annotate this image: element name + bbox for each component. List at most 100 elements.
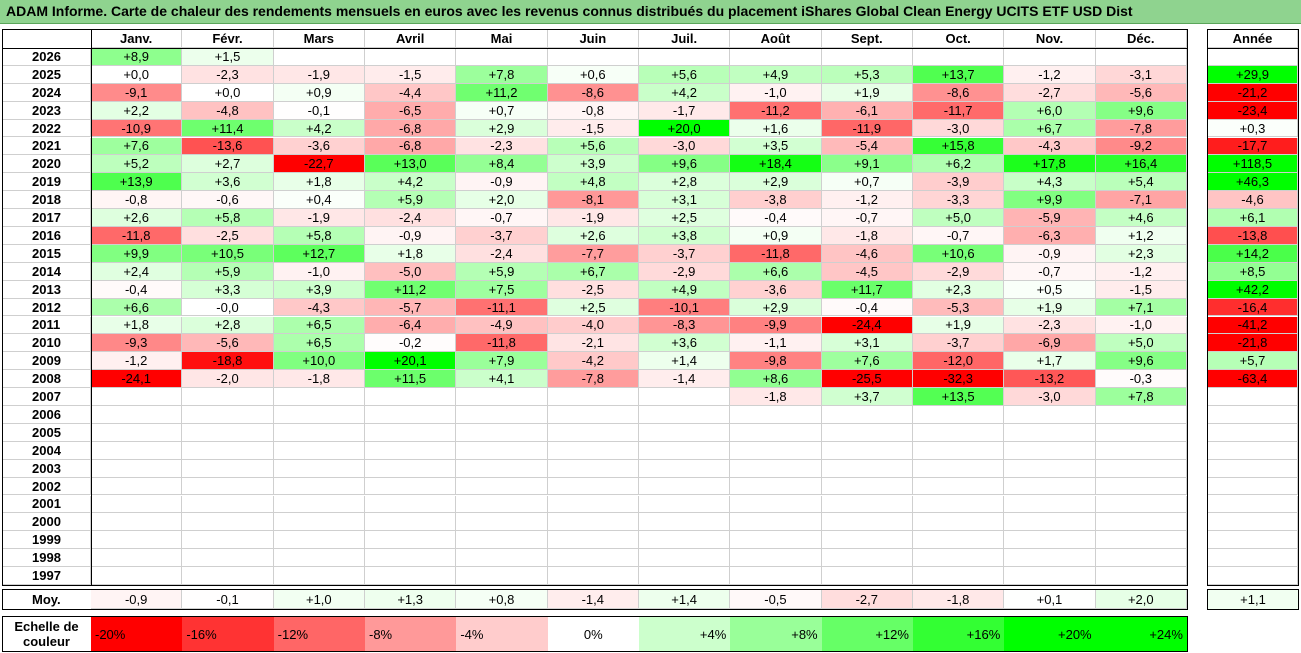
heatmap-cell: +5,8 [273, 227, 365, 245]
heatmap-cell [182, 495, 274, 514]
month-header: Mai [456, 30, 548, 48]
heatmap-cell: +4,2 [638, 83, 731, 102]
heatmap-cell [456, 48, 548, 66]
heatmap-cell: +0,9 [273, 83, 365, 102]
heatmap-cell [638, 549, 731, 568]
heatmap-cell: +0,5 [1004, 280, 1096, 299]
heatmap-cell: +5,0 [1095, 334, 1187, 353]
heatmap-cell: -1,7 [638, 101, 731, 120]
year-label: 2022 [2, 119, 91, 138]
heatmap-cell: +2,9 [730, 173, 822, 192]
heatmap-cell [730, 531, 822, 550]
heatmap-cell: +5,9 [182, 262, 274, 281]
heatmap-cell [638, 495, 731, 514]
heatmap-cell [1095, 459, 1187, 478]
heatmap-cell [182, 388, 274, 406]
heatmap-cell [91, 406, 183, 424]
heatmap-cell: +13,0 [364, 155, 457, 174]
heatmap-cell [912, 513, 1005, 532]
heatmap-cell [91, 441, 183, 460]
heatmap-cell: -2,3 [182, 65, 274, 84]
annual-cell: -21,8 [1208, 334, 1298, 353]
heatmap-cell: -0,9 [1004, 244, 1096, 263]
heatmap-cell: +1,9 [821, 83, 913, 102]
heatmap-cell [456, 567, 548, 585]
heatmap-cell [1004, 459, 1096, 478]
heatmap-cell: -0,7 [1004, 262, 1096, 281]
year-label: 1999 [2, 531, 91, 550]
heatmap-cell: +7,6 [91, 137, 183, 156]
heatmap-cell: +0,6 [547, 65, 639, 84]
heatmap-cell: -5,6 [182, 334, 274, 353]
heatmap-cell: +6,5 [273, 334, 365, 353]
annual-cell [1208, 549, 1298, 568]
heatmap-cell [1004, 477, 1096, 496]
heatmap-cell: -12,0 [912, 352, 1005, 371]
heatmap-cell [364, 406, 457, 424]
heatmap-cell: +20,1 [364, 352, 457, 371]
year-label: 2010 [2, 334, 91, 353]
year-label: 2007 [2, 388, 91, 406]
heatmap-cell [730, 549, 822, 568]
heatmap-cell [1095, 48, 1187, 66]
heatmap-cell: +1,9 [1004, 298, 1096, 317]
heatmap-cell [730, 513, 822, 532]
heatmap-cell [547, 549, 639, 568]
heatmap-cell: +1,8 [364, 244, 457, 263]
heatmap-cell: +8,4 [456, 155, 548, 174]
heatmap-cell: -11,2 [730, 101, 822, 120]
heatmap-cell: -3,1 [1095, 65, 1187, 84]
month-header: Juin [547, 30, 639, 48]
heatmap-cell: +2,0 [456, 191, 548, 210]
heatmap-cell: -1,5 [1095, 280, 1187, 299]
heatmap-cell [638, 406, 731, 424]
average-cell: +0,1 [1004, 590, 1096, 609]
heatmap-cell [456, 531, 548, 550]
heatmap-cell [821, 406, 913, 424]
heatmap-cell [364, 567, 457, 585]
year-label: 2020 [2, 155, 91, 174]
color-scale-swatch: -16% [182, 617, 274, 651]
heatmap-cell: -3,0 [638, 137, 731, 156]
heatmap-cell: +13,5 [912, 388, 1005, 406]
average-cell: -0,1 [182, 590, 274, 609]
heatmap-cell [1095, 441, 1187, 460]
month-header: Déc. [1095, 30, 1187, 48]
header-divider [2, 47, 1188, 49]
annual-cell: +0,3 [1208, 119, 1298, 138]
heatmap-cell [638, 459, 731, 478]
annual-cell [1208, 48, 1298, 66]
heatmap-cell: -24,4 [821, 316, 913, 335]
heatmap-cell: -4,9 [456, 316, 548, 335]
heatmap-cell [364, 477, 457, 496]
annual-cell [1208, 406, 1298, 424]
heatmap-cell [91, 495, 183, 514]
heatmap-cell: +2,6 [547, 227, 639, 245]
color-scale-swatch: +8% [730, 617, 822, 651]
year-label: 2014 [2, 262, 91, 281]
heatmap-cell: -11,1 [456, 298, 548, 317]
heatmap-cell: +9,6 [1095, 101, 1187, 120]
heatmap-cell [1095, 406, 1187, 424]
heatmap-cell [1004, 567, 1096, 585]
year-label: 2000 [2, 513, 91, 532]
heatmap-cell [91, 423, 183, 442]
year-label: 2026 [2, 48, 91, 66]
heatmap-cell [547, 388, 639, 406]
heatmap-cell [182, 423, 274, 442]
heatmap-cell [730, 459, 822, 478]
heatmap-cell [91, 567, 183, 585]
heatmap-cell: -1,9 [273, 65, 365, 84]
heatmap-cell: +9,9 [1004, 191, 1096, 210]
average-cell: +1,3 [364, 590, 457, 609]
year-label: 2004 [2, 441, 91, 460]
annual-cell: +14,2 [1208, 244, 1298, 263]
heatmap-cell: -18,8 [182, 352, 274, 371]
heatmap-cell [273, 459, 365, 478]
heatmap-cell [730, 567, 822, 585]
heatmap-cell: +20,0 [638, 119, 731, 138]
heatmap-cell [182, 477, 274, 496]
heatmap-cell [364, 441, 457, 460]
year-label: 2001 [2, 495, 91, 514]
heatmap-cell: -4,5 [821, 262, 913, 281]
